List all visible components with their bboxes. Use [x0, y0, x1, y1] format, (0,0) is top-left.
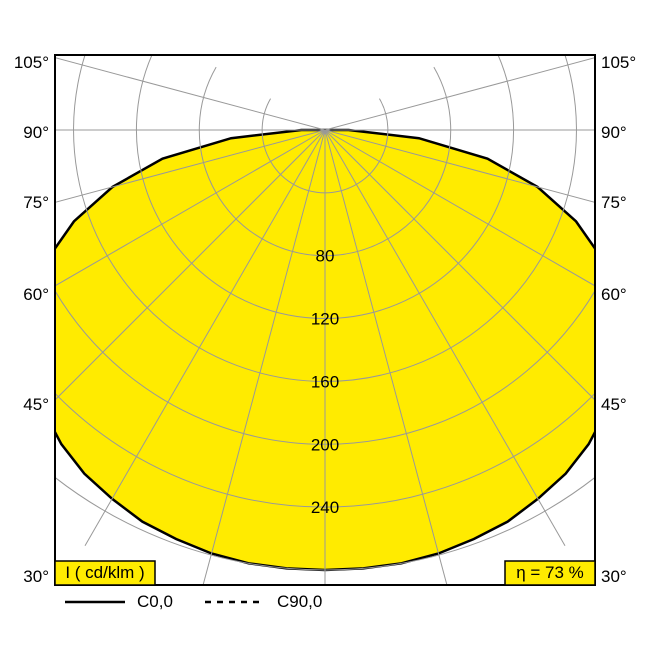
- angle-label-left: 75°: [23, 193, 49, 212]
- photometric-polar-chart: 30° 30° 45° 45° 60° 60° 75° 75° 90° 90° 105° 105° 80…: [0, 0, 650, 650]
- intensity-label: 120: [311, 310, 339, 329]
- intensity-label: 80: [316, 247, 335, 266]
- angle-label-left: 105°: [14, 53, 49, 72]
- efficiency-label: η = 73 %: [516, 563, 584, 582]
- intensity-label: 200: [311, 435, 339, 454]
- intensity-label: 160: [311, 372, 339, 391]
- legend-c90-label: C90,0: [277, 592, 322, 611]
- angle-label-left: 30°: [23, 567, 49, 586]
- unit-label: I ( cd/klm ): [65, 563, 144, 582]
- angle-label-right: 90°: [601, 123, 627, 142]
- angle-label-right: 105°: [601, 53, 636, 72]
- angle-label-right: 60°: [601, 285, 627, 304]
- angle-label-right: 30°: [601, 567, 627, 586]
- angle-label-right: 45°: [601, 395, 627, 414]
- angle-label-left: 90°: [23, 123, 49, 142]
- intensity-label: 240: [311, 498, 339, 517]
- angle-label-right: 75°: [601, 193, 627, 212]
- angle-label-left: 60°: [23, 285, 49, 304]
- legend-c0-label: C0,0: [137, 592, 173, 611]
- angle-label-left: 45°: [23, 395, 49, 414]
